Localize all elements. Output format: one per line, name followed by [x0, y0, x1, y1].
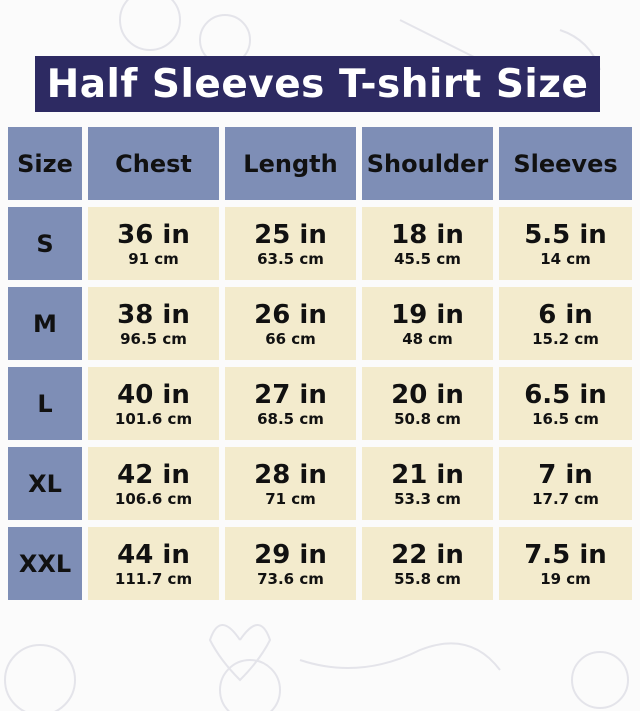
- inch-value: 28 in: [254, 459, 327, 490]
- column-header-size: Size: [8, 127, 82, 200]
- cm-value: 45.5 cm: [394, 249, 461, 268]
- cm-value: 66 cm: [265, 329, 316, 348]
- table-cell: 26 in 66 cm: [225, 287, 356, 360]
- inch-value: 6 in: [538, 299, 593, 330]
- table-cell: 22 in 55.8 cm: [362, 527, 493, 600]
- inch-value: 19 in: [391, 299, 464, 330]
- inch-value: 7 in: [538, 459, 593, 490]
- cm-value: 19 cm: [540, 569, 591, 588]
- inch-value: 25 in: [254, 219, 327, 250]
- inch-value: 21 in: [391, 459, 464, 490]
- inch-value: 29 in: [254, 539, 327, 570]
- table-cell: 7.5 in 19 cm: [499, 527, 632, 600]
- cm-value: 96.5 cm: [120, 329, 187, 348]
- cm-value: 68.5 cm: [257, 409, 324, 428]
- table-cell: 29 in 73.6 cm: [225, 527, 356, 600]
- inch-value: 7.5 in: [524, 539, 607, 570]
- cm-value: 16.5 cm: [532, 409, 599, 428]
- cm-value: 17.7 cm: [532, 489, 599, 508]
- inch-value: 18 in: [391, 219, 464, 250]
- column-header-sleeves: Sleeves: [499, 127, 632, 200]
- cm-value: 71 cm: [265, 489, 316, 508]
- table-cell: 38 in 96.5 cm: [88, 287, 219, 360]
- table-cell: 6 in 15.2 cm: [499, 287, 632, 360]
- cm-value: 48 cm: [402, 329, 453, 348]
- inch-value: 44 in: [117, 539, 190, 570]
- inch-value: 42 in: [117, 459, 190, 490]
- column-header-length: Length: [225, 127, 356, 200]
- table-cell: 20 in 50.8 cm: [362, 367, 493, 440]
- table-cell: 6.5 in 16.5 cm: [499, 367, 632, 440]
- table-cell: 25 in 63.5 cm: [225, 207, 356, 280]
- table-cell: 42 in 106.6 cm: [88, 447, 219, 520]
- inch-value: 38 in: [117, 299, 190, 330]
- cm-value: 91 cm: [128, 249, 179, 268]
- cm-value: 63.5 cm: [257, 249, 324, 268]
- size-label: XL: [8, 447, 82, 520]
- inch-value: 20 in: [391, 379, 464, 410]
- table-cell: 27 in 68.5 cm: [225, 367, 356, 440]
- inch-value: 40 in: [117, 379, 190, 410]
- table-cell: 28 in 71 cm: [225, 447, 356, 520]
- inch-value: 27 in: [254, 379, 327, 410]
- cm-value: 73.6 cm: [257, 569, 324, 588]
- size-label: M: [8, 287, 82, 360]
- table-cell: 21 in 53.3 cm: [362, 447, 493, 520]
- cm-value: 55.8 cm: [394, 569, 461, 588]
- cm-value: 15.2 cm: [532, 329, 599, 348]
- inch-value: 5.5 in: [524, 219, 607, 250]
- cm-value: 101.6 cm: [114, 409, 193, 428]
- cm-value: 111.7 cm: [114, 569, 193, 588]
- inch-value: 26 in: [254, 299, 327, 330]
- size-label: S: [8, 207, 82, 280]
- column-header-chest: Chest: [88, 127, 219, 200]
- table-cell: 44 in 111.7 cm: [88, 527, 219, 600]
- inch-value: 6.5 in: [524, 379, 607, 410]
- page-title: Half Sleeves T-shirt Size: [35, 56, 600, 112]
- inch-value: 36 in: [117, 219, 190, 250]
- table-cell: 36 in 91 cm: [88, 207, 219, 280]
- cm-value: 106.6 cm: [114, 489, 193, 508]
- cm-value: 53.3 cm: [394, 489, 461, 508]
- table-cell: 18 in 45.5 cm: [362, 207, 493, 280]
- table-cell: 5.5 in 14 cm: [499, 207, 632, 280]
- table-cell: 40 in 101.6 cm: [88, 367, 219, 440]
- table-cell: 7 in 17.7 cm: [499, 447, 632, 520]
- cm-value: 50.8 cm: [394, 409, 461, 428]
- cm-value: 14 cm: [540, 249, 591, 268]
- column-header-shoulder: Shoulder: [362, 127, 493, 200]
- table-cell: 19 in 48 cm: [362, 287, 493, 360]
- inch-value: 22 in: [391, 539, 464, 570]
- size-label: L: [8, 367, 82, 440]
- size-label: XXL: [8, 527, 82, 600]
